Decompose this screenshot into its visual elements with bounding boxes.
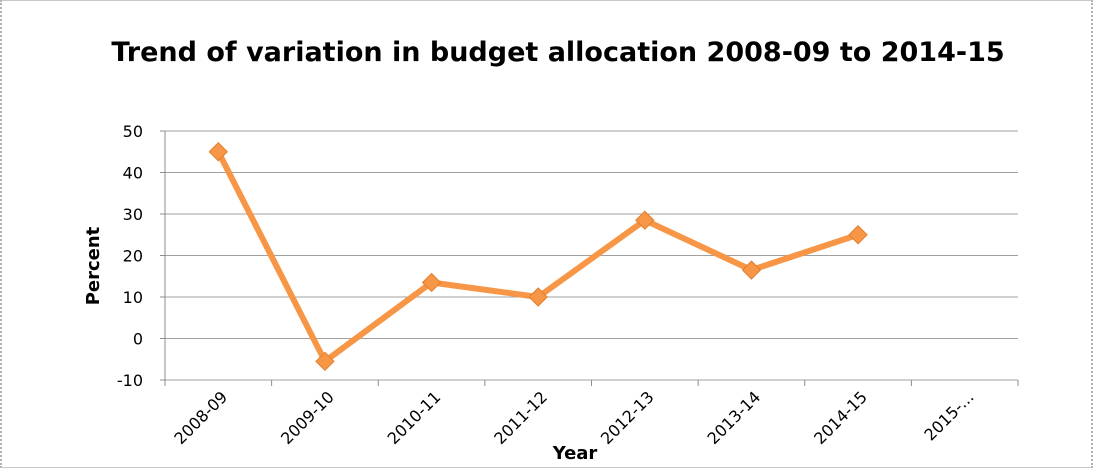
data-point-marker	[208, 142, 229, 162]
x-tick-label: 2008-09	[170, 387, 231, 448]
series-line-path	[215, 148, 862, 365]
x-tick-label: 2014-15	[810, 387, 871, 448]
x-tick-label: 2011-12	[490, 387, 551, 448]
data-point-marker	[528, 287, 548, 307]
data-point-marker	[315, 351, 335, 372]
gridlines	[165, 130, 1018, 381]
x-tick-label: 2012-13	[597, 387, 658, 448]
chart-title: Trend of variation in budget allocation …	[111, 37, 1004, 68]
axes	[160, 130, 1019, 386]
x-tick-label: 2010-11	[384, 387, 445, 448]
y-axis-title: Percent	[83, 226, 104, 305]
x-tick-label: 2015-...	[920, 387, 977, 444]
y-tick-label: 10	[123, 288, 143, 307]
y-tick-label: 50	[123, 122, 143, 141]
x-tick-label: 2009-10	[277, 387, 338, 448]
data-point-marker	[848, 225, 868, 245]
data-point-marker	[741, 260, 762, 280]
data-point-marker	[421, 272, 442, 293]
x-axis-ticks: 2008-09 2009-10 2010-11 2011-12 2012-13 2013-…	[170, 387, 977, 448]
y-tick-label: 0	[133, 330, 143, 349]
y-tick-label: 20	[123, 247, 143, 266]
data-point-marker	[635, 210, 655, 230]
y-tick-label: 30	[123, 205, 143, 224]
y-tick-label: 40	[123, 164, 143, 183]
x-axis-title: Year	[552, 443, 598, 464]
y-axis-ticks: -10 0 10 20 30 40 50	[117, 122, 143, 390]
series-line	[208, 142, 868, 372]
x-tick-label: 2013-14	[704, 387, 765, 448]
y-tick-label: -10	[117, 371, 143, 390]
